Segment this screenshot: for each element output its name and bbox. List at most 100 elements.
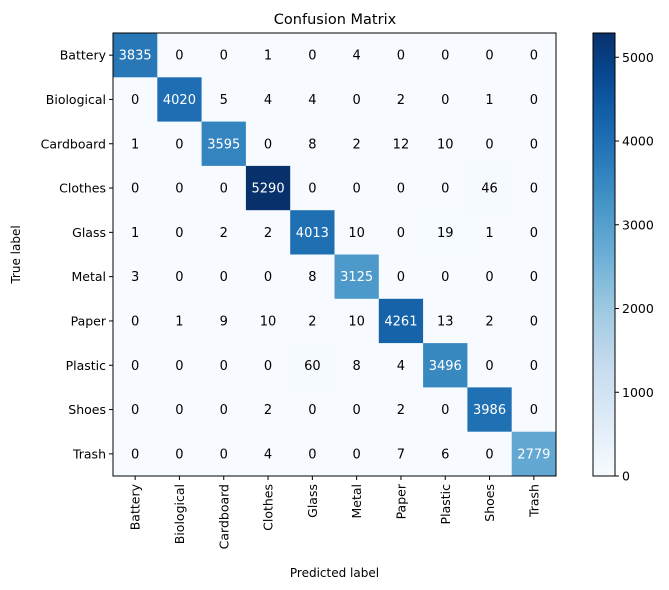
cell-value-label: 4 [264,447,272,462]
heatmap-cell [157,343,203,388]
heatmap-cell [157,431,203,477]
heatmap-cell [157,121,203,167]
heatmap-cell [113,254,158,300]
heatmap-cell [334,431,380,477]
heatmap-cell [423,298,468,344]
heatmap-cell [467,387,513,433]
cell-value-label: 0 [220,447,228,462]
cell-value-label: 0 [175,182,183,197]
heatmap-cell [201,387,247,433]
heatmap-cell [378,77,424,123]
cell-value-label: 0 [530,137,538,152]
colorbar: 0 1000 2000 3000 4000 5000 [592,32,654,484]
heatmap-cell [113,298,158,344]
cell-value-label: 0 [131,447,139,462]
cell-value-label: 8 [353,359,361,374]
heatmap-cell [423,431,468,477]
cell-value-label: 0 [353,182,361,197]
heatmap-cell [334,77,380,123]
cell-value-label: 0 [441,403,449,418]
y-tick-label: Battery [60,48,107,63]
heatmap-cell [467,431,513,477]
x-tick-label: Shoes [482,484,497,522]
heatmap-cell [378,165,424,211]
heatmap-cell [113,210,158,255]
y-tick-label: Biological [46,92,106,107]
heatmap-cell [511,254,557,300]
cell-value-label: 0 [397,270,405,285]
heatmap-cell [290,33,335,78]
cell-value-label: 0 [353,93,361,108]
heatmap-cell [290,77,335,123]
cell-value-label: 2 [264,226,272,241]
cell-value-label: 1 [131,137,139,152]
colorbar-gradient [592,32,616,477]
cell-value-label: 0 [485,359,493,374]
colorbar-tick-label: 2000 [622,301,654,316]
heatmap-cell [290,165,335,211]
cell-value-label: 0 [530,182,538,197]
heatmap-cell [334,387,380,433]
y-tick-label: Shoes [68,402,106,417]
heatmap-cell [334,210,380,255]
heatmap-cell [157,77,203,123]
cell-value-label: 6 [441,447,449,462]
heatmap-cell [423,77,468,123]
cell-value-label: 0 [530,49,538,64]
colorbar-tick-label: 4000 [622,134,654,149]
heatmap-cell [467,77,513,123]
x-axis: Battery Biological Cardboard Clothes Glass Me… [128,476,541,549]
heatmap-cell [201,121,247,167]
cell-value-label: 0 [131,403,139,418]
heatmap-cell [423,343,468,388]
heatmap-cell [201,165,247,211]
heatmap-cell [423,210,468,255]
cell-value-label: 3595 [207,137,240,152]
heatmap-cell [378,254,424,300]
heatmap-cell [467,210,513,255]
cell-value-label: 60 [304,359,321,374]
cell-value-label: 10 [260,314,277,329]
heatmap-cell [245,254,291,300]
heatmap-cell [157,210,203,255]
cell-value-label: 2 [308,314,316,329]
heatmap-cell [334,298,380,344]
cell-value-label: 46 [481,182,498,197]
heatmap-cell [290,431,335,477]
x-tick-label: Plastic [438,484,453,525]
heatmap-cell [157,33,203,78]
cell-value-label: 10 [437,137,454,152]
heatmap-cell [290,387,335,433]
cell-value-label: 0 [131,359,139,374]
cell-value-label: 4 [397,359,405,374]
colorbar-tick-label: 1000 [622,385,654,400]
y-tick-label: Trash [72,446,106,461]
plot-frame [112,32,557,477]
cell-value-label: 8 [308,137,316,152]
cell-value-label: 10 [348,226,365,241]
cell-value-label: 0 [397,226,405,241]
cell-value-label: 19 [437,226,454,241]
cell-value-label: 0 [308,447,316,462]
heatmap-cell [245,298,291,344]
heatmap-cell [201,254,247,300]
cell-value-labels: 3835 0 0 1 0 4 0 0 0 00 4020 5 4 4 0 2 0 1 01 0 3595 0 8 2 12 10 0… [119,49,551,463]
cell-value-label: 0 [175,49,183,64]
cell-value-label: 1 [485,93,493,108]
cell-value-label: 0 [264,137,272,152]
x-tick-label: Metal [349,484,364,519]
cell-value-label: 7 [397,447,405,462]
heatmap-cell [378,121,424,167]
cell-value-label: 0 [530,314,538,329]
cell-value-label: 5290 [252,182,285,197]
heatmap-cell [423,33,468,78]
heatmap-cell [334,121,380,167]
heatmap-cell [290,121,335,167]
cell-value-label: 4020 [163,93,196,108]
x-tick-label: Biological [172,484,187,544]
y-axis: Battery Biological Cardboard Clothes Glass Me… [41,48,113,461]
cell-value-label: 0 [220,403,228,418]
heatmap-cell [334,343,380,388]
heatmap-cell [378,210,424,255]
